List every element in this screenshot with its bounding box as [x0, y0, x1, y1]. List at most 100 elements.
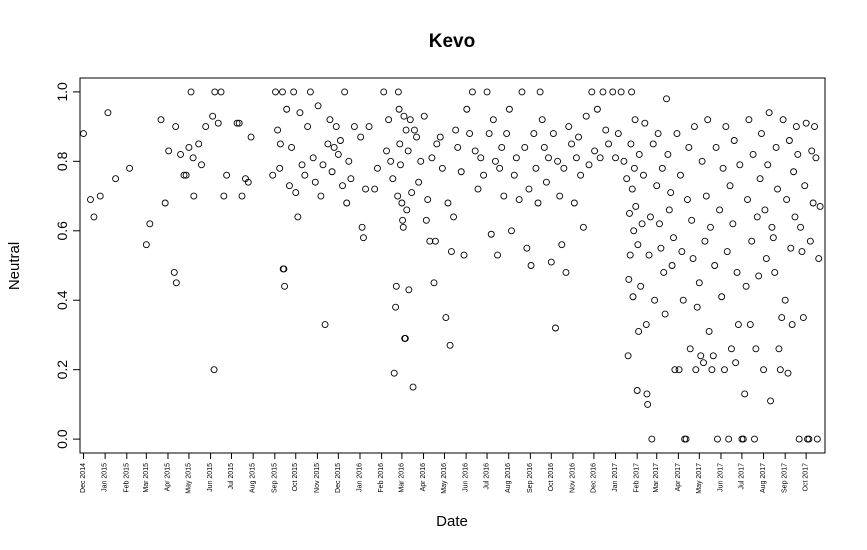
- data-point: [244, 178, 252, 186]
- x-tick-label: Oct 2016: [548, 463, 555, 492]
- data-point: [572, 154, 580, 162]
- data-point: [658, 164, 666, 172]
- data-point: [345, 157, 353, 165]
- data-point: [454, 143, 462, 151]
- data-point: [684, 196, 691, 203]
- x-tick-label: Nov 2016: [569, 463, 576, 493]
- data-point: [787, 244, 795, 252]
- data-point: [294, 213, 302, 221]
- data-point: [575, 133, 582, 141]
- data-point: [778, 314, 786, 322]
- data-point: [712, 143, 720, 151]
- data-point: [279, 88, 286, 96]
- data-point: [238, 192, 246, 200]
- data-point: [233, 119, 241, 127]
- data-point: [466, 130, 474, 138]
- data-point: [536, 88, 544, 96]
- data-point: [274, 126, 282, 134]
- data-point: [679, 296, 687, 304]
- data-point: [721, 366, 728, 374]
- data-point: [599, 88, 607, 96]
- data-point: [648, 435, 656, 443]
- data-point: [534, 199, 542, 207]
- data-point: [491, 157, 499, 165]
- data-point: [612, 154, 619, 162]
- x-tick-label: Dec 2016: [590, 463, 597, 493]
- x-tick-label: Dec 2014: [80, 463, 87, 493]
- data-point: [286, 182, 293, 190]
- data-point: [764, 161, 772, 169]
- data-point: [643, 390, 651, 398]
- data-point: [343, 199, 351, 207]
- data-point: [450, 213, 457, 221]
- data-point: [701, 237, 709, 245]
- x-axis: Dec 2014 Jan 2015 Feb 2015 Mar 2015 Apr 2015…: [80, 453, 810, 494]
- data-point: [336, 137, 344, 144]
- data-point: [734, 321, 742, 328]
- data-point: [406, 116, 414, 124]
- data-point: [452, 126, 460, 134]
- data-point: [428, 154, 436, 162]
- data-point: [214, 119, 222, 127]
- data-point: [276, 140, 284, 148]
- data-point: [591, 147, 599, 155]
- data-point: [508, 227, 515, 235]
- data-point: [614, 130, 622, 138]
- data-point: [748, 237, 756, 245]
- data-point: [170, 268, 178, 276]
- data-point: [468, 88, 476, 96]
- data-point: [489, 116, 497, 124]
- data-point: [392, 303, 400, 311]
- data-point: [654, 130, 662, 138]
- data-point: [112, 175, 120, 183]
- data-point: [556, 192, 564, 200]
- data-point: [808, 147, 816, 155]
- data-point: [634, 241, 642, 249]
- data-point: [746, 321, 754, 328]
- data-point: [732, 359, 740, 367]
- data-point: [697, 352, 705, 360]
- y-tick-label: 0.4: [54, 290, 70, 310]
- data-point: [779, 116, 787, 124]
- x-tick-label: Jan 2015: [102, 463, 109, 492]
- data-point: [527, 262, 535, 269]
- data-point: [562, 268, 570, 276]
- data-point: [281, 282, 289, 290]
- data-point: [339, 182, 346, 190]
- data-point: [126, 164, 134, 172]
- x-tick-label: Mar 2017: [653, 463, 660, 493]
- data-point: [474, 185, 482, 193]
- data-point: [357, 133, 365, 141]
- data-point: [695, 279, 703, 287]
- data-point: [500, 192, 508, 200]
- data-point: [448, 248, 455, 256]
- data-point: [692, 366, 700, 374]
- data-point: [633, 387, 641, 394]
- data-point: [317, 192, 325, 200]
- data-point: [442, 314, 450, 322]
- data-point: [690, 123, 698, 131]
- data-point: [80, 130, 87, 138]
- x-tick-label: Jun 2016: [463, 463, 470, 492]
- data-point: [554, 157, 562, 165]
- data-point: [438, 164, 446, 172]
- data-point: [394, 88, 402, 96]
- data-point: [602, 126, 610, 134]
- data-point: [558, 241, 566, 249]
- data-point: [389, 175, 397, 183]
- x-tick-label: Jan 2016: [356, 463, 363, 492]
- data-point: [328, 168, 336, 176]
- data-point: [371, 185, 379, 193]
- data-point: [104, 109, 112, 117]
- y-tick-label: 1.0: [54, 82, 70, 102]
- data-point: [816, 203, 824, 210]
- data-point: [565, 123, 573, 131]
- plot-frame: [79, 77, 826, 454]
- data-point: [187, 88, 195, 96]
- data-point: [656, 220, 663, 228]
- data-point: [288, 143, 296, 151]
- data-point: [397, 161, 404, 169]
- data-point: [523, 244, 531, 252]
- data-point: [815, 255, 823, 263]
- data-point: [296, 109, 304, 117]
